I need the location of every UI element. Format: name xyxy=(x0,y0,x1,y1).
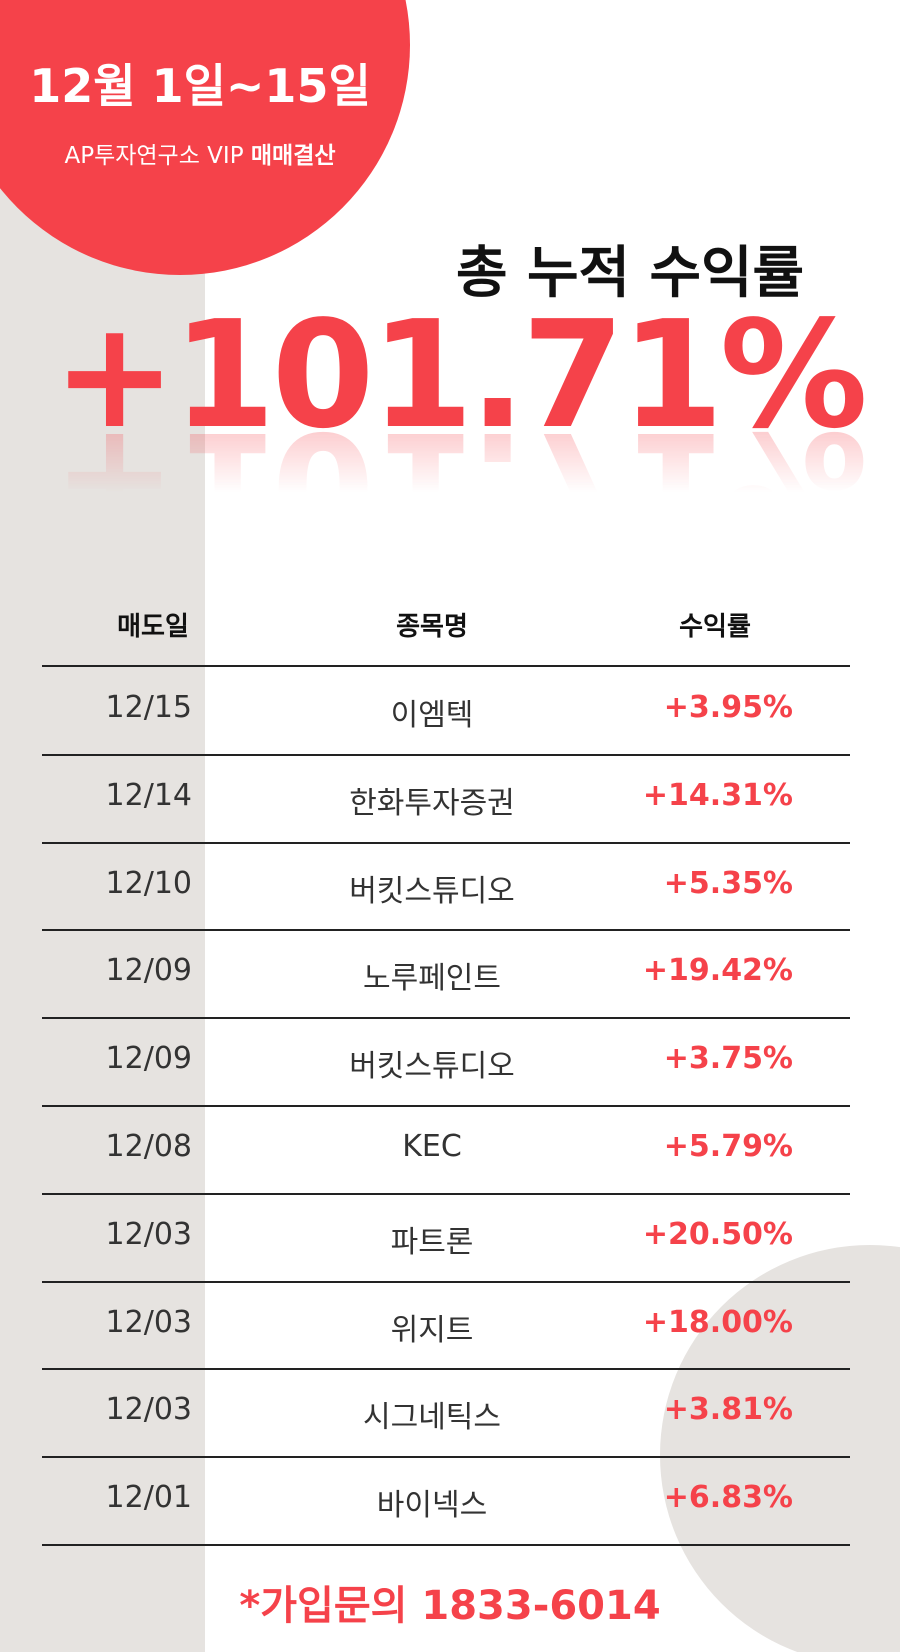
column-header: 종목명 xyxy=(396,612,468,642)
row-rule xyxy=(42,1017,850,1020)
summary-title: 총 누적 수익률 xyxy=(455,241,805,306)
sell-date: 12/09 xyxy=(105,1041,192,1077)
stock-name: 버킷스튜디오 xyxy=(349,1049,515,1085)
sell-date: 12/03 xyxy=(105,1216,192,1252)
return: +19.42% xyxy=(642,953,793,989)
row-rule xyxy=(42,1368,850,1371)
stock-name: 한화투자증권 xyxy=(349,785,515,821)
return: +6.83% xyxy=(663,1480,793,1516)
sell-date: 12/03 xyxy=(105,1392,192,1428)
return: +3.81% xyxy=(663,1392,793,1428)
sell-date: 12/14 xyxy=(105,777,192,813)
subtitle: AP투자연구소 VIP 매매결산 xyxy=(0,136,400,170)
row-rule xyxy=(42,929,850,932)
stock-name: 노루페인트 xyxy=(363,961,501,997)
contact: *가입문의 1833-6014 xyxy=(239,1583,661,1629)
return: +14.31% xyxy=(642,777,793,813)
return: +3.95% xyxy=(663,689,793,725)
row-rule xyxy=(42,1544,850,1546)
period: 12월 1일~15일 xyxy=(29,59,371,113)
label: 매매결산 xyxy=(250,143,336,169)
stock-name: 버킷스튜디오 xyxy=(349,873,515,909)
row-rule xyxy=(42,1456,850,1459)
sell-date: 12/08 xyxy=(105,1128,192,1164)
total-reflection: +101.71% xyxy=(52,399,864,571)
stock-name: 위지트 xyxy=(390,1312,474,1348)
sell-date: 12/01 xyxy=(105,1480,192,1516)
stock-name: KEC xyxy=(402,1128,462,1164)
row-rule xyxy=(42,841,850,844)
return: +18.00% xyxy=(642,1304,793,1340)
row-rule xyxy=(42,753,850,756)
total-return: +101.71% xyxy=(52,289,868,461)
sell-date: 12/03 xyxy=(105,1304,192,1340)
return: +3.75% xyxy=(663,1041,793,1077)
sell-date: 12/15 xyxy=(105,689,192,725)
row-rule xyxy=(42,1105,850,1107)
stock-name: 시그네틱스 xyxy=(363,1400,501,1436)
stock-name: 바이넥스 xyxy=(376,1488,488,1524)
column-header: 매도일 xyxy=(117,612,189,642)
return: +5.79% xyxy=(663,1128,793,1164)
sell-date: 12/10 xyxy=(105,865,192,901)
sell-date: 12/09 xyxy=(105,953,192,989)
stock-name: 이엠텍 xyxy=(390,697,474,733)
side-strip xyxy=(0,0,205,1652)
stock-name: 파트론 xyxy=(390,1224,474,1260)
org: AP투자연구소 VIP xyxy=(64,143,244,169)
return: +5.35% xyxy=(663,865,793,901)
header-rule xyxy=(42,665,850,667)
column-header: 수익률 xyxy=(679,612,751,642)
return: +20.50% xyxy=(642,1216,793,1252)
row-rule xyxy=(42,1192,850,1195)
row-rule xyxy=(42,1280,850,1283)
